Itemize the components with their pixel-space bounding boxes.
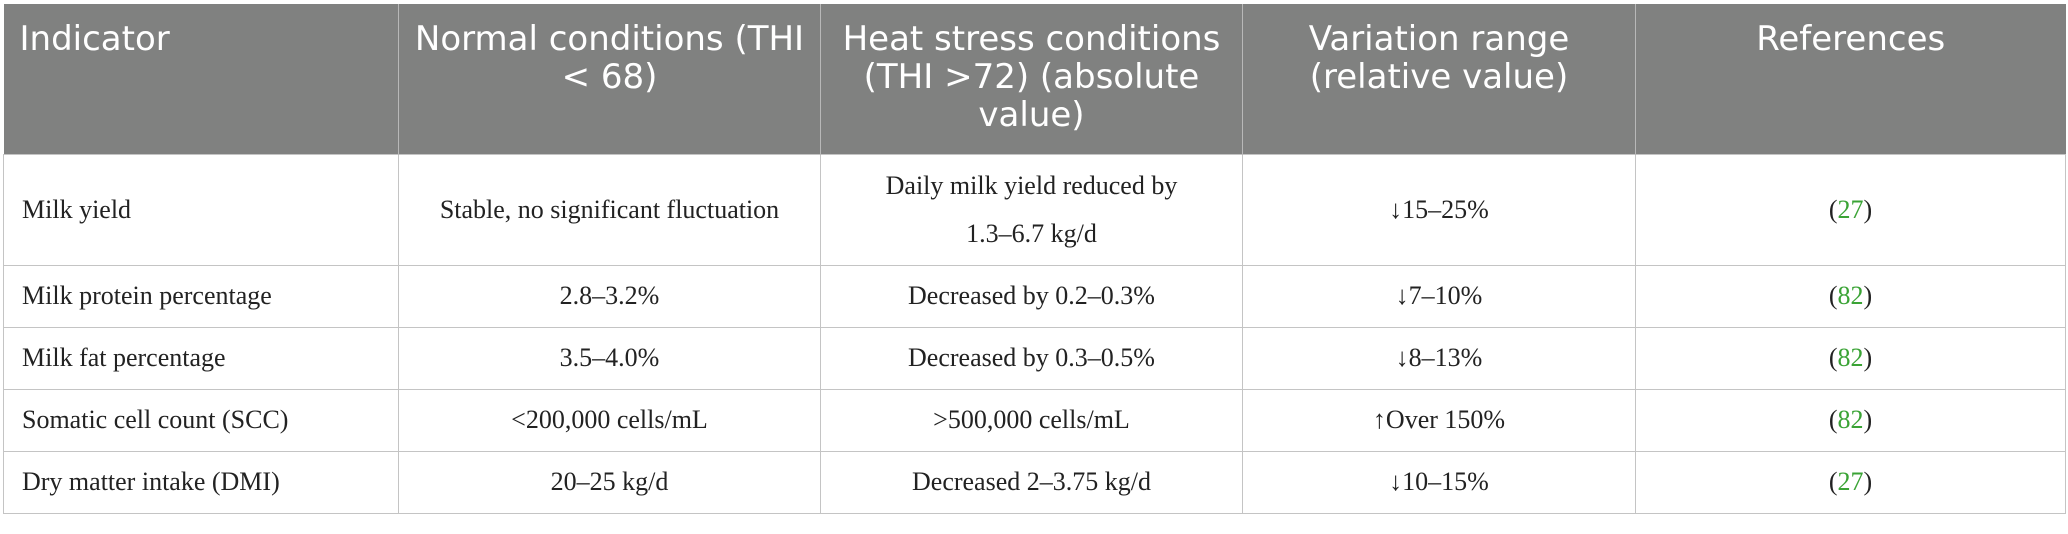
cell-heat-stress: Decreased 2–3.75 kg/d	[820, 450, 1243, 514]
cell-heat-stress: Decreased by 0.2–0.3%	[820, 264, 1243, 328]
header-normal-conditions: Normal conditions (THI < 68)	[398, 4, 821, 154]
reference-link[interactable]: 27	[1837, 467, 1864, 496]
cell-indicator: Milk yield	[3, 153, 399, 266]
table-row: Dry matter intake (DMI) 20–25 kg/d Decre…	[3, 450, 2066, 514]
cell-indicator: Milk fat percentage	[3, 326, 399, 390]
cell-indicator: Somatic cell count (SCC)	[3, 388, 399, 452]
cell-heat-stress: Daily milk yield reduced by 1.3–6.7 kg/d	[820, 153, 1243, 266]
reference-link[interactable]: 82	[1837, 405, 1864, 434]
cell-reference: (82)	[1635, 326, 2066, 390]
data-table: Indicator Normal conditions (THI < 68) H…	[3, 4, 2066, 514]
cell-normal: Stable, no significant fluctuation	[398, 153, 821, 266]
table-row: Somatic cell count (SCC) <200,000 cells/…	[3, 388, 2066, 452]
header-indicator: Indicator	[3, 4, 399, 154]
header-heat-stress-conditions: Heat stress conditions (THI >72) (absolu…	[820, 4, 1243, 154]
reference-link[interactable]: 27	[1837, 194, 1864, 224]
cell-normal: 3.5–4.0%	[398, 326, 821, 390]
header-references: References	[1635, 4, 2066, 154]
cell-normal: 20–25 kg/d	[398, 450, 821, 514]
header-row: Indicator Normal conditions (THI < 68) H…	[3, 4, 2066, 154]
table-row: Milk protein percentage 2.8–3.2% Decreas…	[3, 264, 2066, 328]
cell-reference: (82)	[1635, 388, 2066, 452]
cell-heat-stress: >500,000 cells/mL	[820, 388, 1243, 452]
table-header: Indicator Normal conditions (THI < 68) H…	[3, 4, 2066, 154]
data-table-container: Indicator Normal conditions (THI < 68) H…	[3, 4, 2066, 514]
cell-variation: ↑Over 150%	[1242, 388, 1636, 452]
cell-reference: (27)	[1635, 450, 2066, 514]
reference-link[interactable]: 82	[1837, 281, 1864, 310]
cell-variation: ↓10–15%	[1242, 450, 1636, 514]
cell-reference: (27)	[1635, 153, 2066, 266]
cell-variation: ↓8–13%	[1242, 326, 1636, 390]
header-variation-range: Variation range (relative value)	[1242, 4, 1636, 154]
cell-variation: ↓7–10%	[1242, 264, 1636, 328]
cell-normal: 2.8–3.2%	[398, 264, 821, 328]
cell-normal: <200,000 cells/mL	[398, 388, 821, 452]
cell-indicator: Dry matter intake (DMI)	[3, 450, 399, 514]
reference-link[interactable]: 82	[1837, 343, 1864, 372]
cell-variation: ↓15–25%	[1242, 153, 1636, 266]
table-row: Milk fat percentage 3.5–4.0% Decreased b…	[3, 326, 2066, 390]
cell-indicator: Milk protein percentage	[3, 264, 399, 328]
table-row: Milk yield Stable, no significant fluctu…	[3, 153, 2066, 266]
table-body: Milk yield Stable, no significant fluctu…	[3, 153, 2066, 514]
cell-heat-stress: Decreased by 0.3–0.5%	[820, 326, 1243, 390]
cell-reference: (82)	[1635, 264, 2066, 328]
